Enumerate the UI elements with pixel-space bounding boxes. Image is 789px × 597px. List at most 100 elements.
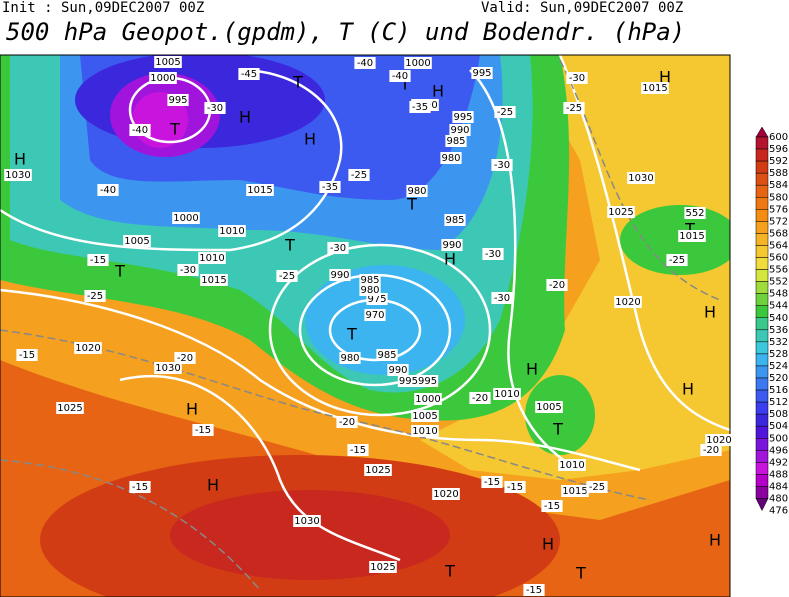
contour-label: -40 <box>100 185 116 196</box>
contour-label: 985 <box>377 350 396 361</box>
label-box <box>154 362 182 374</box>
colorbar-box <box>755 209 769 222</box>
contour-label: 1000 <box>405 58 430 69</box>
label-box <box>491 159 513 171</box>
contour-label: -15 <box>350 445 366 456</box>
init-time: Init : Sun,09DEC2007 00Z <box>2 0 204 16</box>
contour-label: -30 <box>180 265 196 276</box>
colorbar-box <box>755 413 769 427</box>
contour-label: 1010 <box>199 253 224 264</box>
contour-label: 995 <box>168 95 187 106</box>
contour-label: 1025 <box>57 403 82 414</box>
label-box <box>359 274 381 286</box>
label-box <box>481 476 503 488</box>
colorbar-label: 592 <box>769 156 788 167</box>
colorbar-box <box>755 486 769 499</box>
colorbar-label: 596 <box>769 144 788 155</box>
contour-label: -30 <box>494 160 510 171</box>
label-box <box>200 274 228 286</box>
colorbar: 6005965925885845805765725685645605565525… <box>755 126 788 517</box>
contour-label: -15 <box>544 501 560 512</box>
label-box <box>389 70 411 82</box>
colorbar-box <box>755 450 769 463</box>
pressure-center: T <box>346 325 357 344</box>
label-box <box>504 481 526 493</box>
contour-label: 1020 <box>433 489 458 500</box>
field-region <box>170 490 450 580</box>
contour-label: 1005 <box>536 402 561 413</box>
contour-label: 1010 <box>219 226 244 237</box>
contour-label: 1005 <box>412 411 437 422</box>
contour-label: 970 <box>365 310 384 321</box>
label-box <box>561 485 589 497</box>
contour-label: 1000 <box>150 73 175 84</box>
contour-label: -20 <box>472 393 488 404</box>
label-box <box>607 206 635 218</box>
label-box <box>482 248 504 260</box>
label-box <box>411 425 439 437</box>
label-box <box>627 172 655 184</box>
contour-label: 1020 <box>615 297 640 308</box>
label-box <box>336 416 358 428</box>
pressure-center: T <box>575 564 586 583</box>
label-box <box>432 488 460 500</box>
contour-label: 980 <box>407 186 426 197</box>
colorbar-box <box>755 474 769 487</box>
contour-label: -45 <box>241 69 257 80</box>
label-box <box>409 101 431 113</box>
contour-label: -30 <box>207 103 223 114</box>
pressure-center: H <box>709 531 721 550</box>
contour-label: -30 <box>494 293 510 304</box>
pressure-center: H <box>542 535 554 554</box>
contour-label: -40 <box>357 58 373 69</box>
contour-label: 985 <box>446 136 465 147</box>
label-box <box>174 352 196 364</box>
contour-label: -35 <box>322 182 338 193</box>
colorbar-label: 512 <box>769 397 788 408</box>
contour-label: 1030 <box>155 363 180 374</box>
pressure-center: H <box>239 108 251 127</box>
label-box <box>56 402 84 414</box>
label-box <box>276 270 298 282</box>
label-box <box>4 169 32 181</box>
pressure-center: T <box>684 220 695 239</box>
contour-label: -25 <box>589 482 605 493</box>
contour-label: -20 <box>549 280 565 291</box>
contour-label: -35 <box>412 102 428 113</box>
contour-label: -20 <box>703 445 719 456</box>
colorbar-label: 480 <box>769 494 788 505</box>
colorbar-box <box>755 197 769 210</box>
contour-label: -20 <box>177 353 193 364</box>
label-box <box>84 290 106 302</box>
contour-label: -15 <box>484 477 500 488</box>
pressure-center: T <box>444 562 455 581</box>
contour-label: 1005 <box>124 236 149 247</box>
contour-label: -30 <box>569 73 585 84</box>
contour-label: -25 <box>279 271 295 282</box>
contour-label: 1030 <box>294 516 319 527</box>
label-box <box>149 72 177 84</box>
contour-label: -30 <box>485 249 501 260</box>
colorbar-label: 532 <box>769 337 788 348</box>
label-box <box>348 169 370 181</box>
colorbar-box <box>755 245 769 258</box>
colorbar-label: 508 <box>769 409 788 420</box>
label-box <box>198 252 226 264</box>
label-box <box>74 342 102 354</box>
colorbar-box <box>755 389 769 403</box>
label-box <box>494 106 516 118</box>
contour-label: 1015 <box>642 83 667 94</box>
colorbar-box <box>755 317 769 331</box>
contour-label: 1000 <box>415 394 440 405</box>
colorbar-box <box>755 365 769 379</box>
colorbar-label: 568 <box>769 228 788 239</box>
label-box <box>491 292 513 304</box>
label-box <box>387 364 409 376</box>
pressure-center: T <box>552 420 563 439</box>
pressure-center: H <box>304 130 316 149</box>
colorbar-box <box>755 438 769 451</box>
colorbar-box <box>755 341 769 355</box>
label-box <box>614 296 642 308</box>
contour-label: 980 <box>340 353 359 364</box>
field-region <box>620 205 730 275</box>
